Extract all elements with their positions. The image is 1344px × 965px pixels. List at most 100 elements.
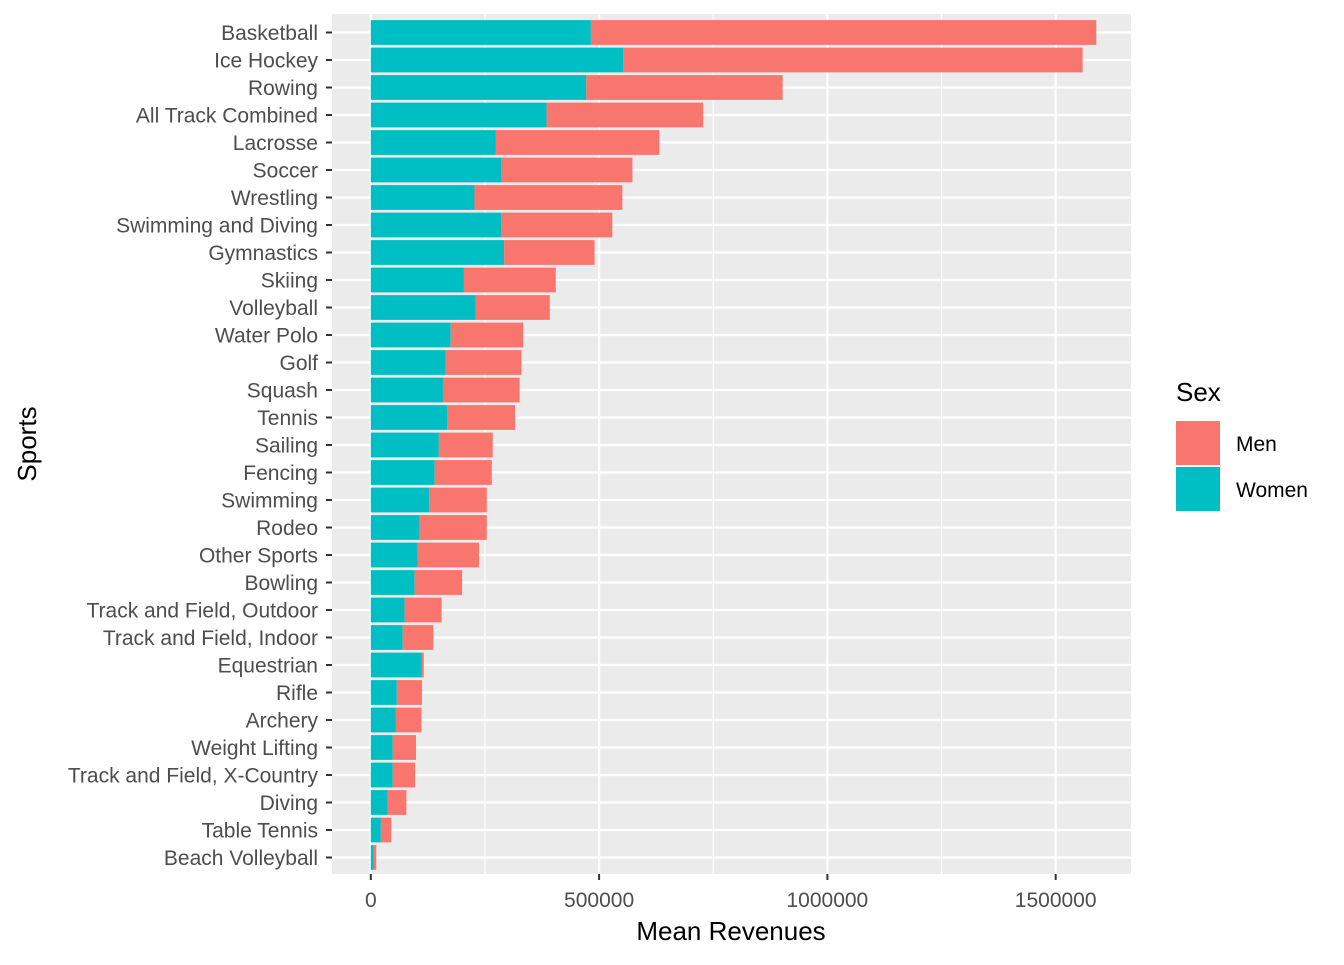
legend-title: Sex [1176,377,1221,407]
y-tick-label: Basketball [221,22,318,45]
bar-women [370,570,415,595]
bar-men [546,102,704,128]
legend-items: Men Women [1176,421,1308,511]
y-tick-label: Track and Field, Outdoor [87,600,319,623]
bar-women [370,322,451,348]
bar-men [438,432,493,458]
bars [370,20,1097,870]
y-tick-label: Rowing [248,77,318,100]
bar-men [434,460,492,485]
bar-women [370,845,374,870]
bar-women [370,47,624,73]
bar-men [504,240,595,265]
y-axis: Basketball Ice Hockey Rowing All Track Comb… [68,22,332,870]
bar-women [370,735,393,760]
y-axis-title: Sports [12,406,42,481]
y-tick-label: Lacrosse [233,132,318,155]
bar-men [396,680,422,705]
y-tick-label: Ice Hockey [214,50,318,73]
bar-women [370,75,587,100]
y-tick-label: Swimming [221,490,318,513]
x-tick-label: 1500000 [1015,889,1097,912]
y-tick-label: Soccer [253,160,318,183]
bar-men [501,212,613,238]
bar-women [370,460,435,485]
bar-women [370,240,505,265]
y-tick-label: Volleyball [229,297,318,320]
bar-women [370,295,476,320]
legend-key-women [1176,467,1220,511]
bar-men [414,570,463,595]
bar-men [445,350,522,375]
bar-men [404,597,442,623]
bar-women [370,597,405,623]
bar-men [474,185,623,210]
bar-women [370,212,502,238]
bar-women [370,185,475,210]
bar-men [501,157,633,183]
bar-men [450,322,524,348]
y-tick-label: Sailing [255,435,318,458]
bar-men [421,652,424,678]
y-tick-label: Archery [246,710,319,733]
legend-label-men: Men [1236,433,1277,456]
bar-women [370,762,393,788]
bar-women [370,652,422,678]
legend-key-men [1176,421,1220,465]
y-tick-label: Golf [279,352,318,375]
bar-men [475,295,550,320]
y-tick-label: Beach Volleyball [164,847,318,870]
bar-women [370,707,396,733]
bar-women [370,350,446,375]
bar-men [590,20,1097,45]
y-tick-label: Track and Field, Indoor [103,627,318,650]
bar-men [402,625,434,650]
bar-women [370,625,403,650]
bar-women [370,515,420,540]
y-tick-label: Track and Field, X-Country [68,765,319,788]
bar-women [370,432,439,458]
bar-men [373,845,377,870]
bar-men [380,817,392,843]
y-tick-label: All Track Combined [136,105,318,128]
y-tick-label: Bowling [244,572,318,595]
x-tick-label: 500000 [564,889,634,912]
bar-men [395,707,422,733]
y-tick-label: Gymnastics [208,242,318,265]
bar-men [463,267,556,293]
bar-women [370,680,397,705]
bar-women [370,817,381,843]
bar-men [429,487,487,513]
y-tick-label: Skiing [261,270,318,293]
bar-men [442,377,520,403]
bar-women [370,542,418,568]
y-tick-label: Weight Lifting [191,737,318,760]
bar-men [392,735,417,760]
bar-women [370,20,591,45]
x-axis-title: Mean Revenues [636,916,825,946]
y-tick-label: Swimming and Diving [116,215,318,238]
y-tick-label: Rodeo [256,517,318,540]
y-tick-label: Fencing [243,462,318,485]
bar-women [370,487,430,513]
bar-women [370,405,448,430]
bar-men [419,515,487,540]
bar-men [417,542,480,568]
bar-men [387,790,407,815]
bar-women [370,790,388,815]
y-tick-label: Other Sports [199,545,318,568]
y-tick-label: Diving [260,792,318,815]
y-tick-label: Water Polo [215,325,318,348]
x-axis: 0 500000 1000000 1500000 [365,874,1097,912]
legend-label-women: Women [1236,479,1308,502]
bar-men [586,75,783,100]
x-tick-label: 0 [365,889,377,912]
bar-men [447,405,516,430]
bar-women [370,267,464,293]
bar-women [370,102,547,128]
bar-women [370,157,502,183]
y-tick-label: Tennis [257,407,318,430]
y-tick-label: Squash [247,380,318,403]
